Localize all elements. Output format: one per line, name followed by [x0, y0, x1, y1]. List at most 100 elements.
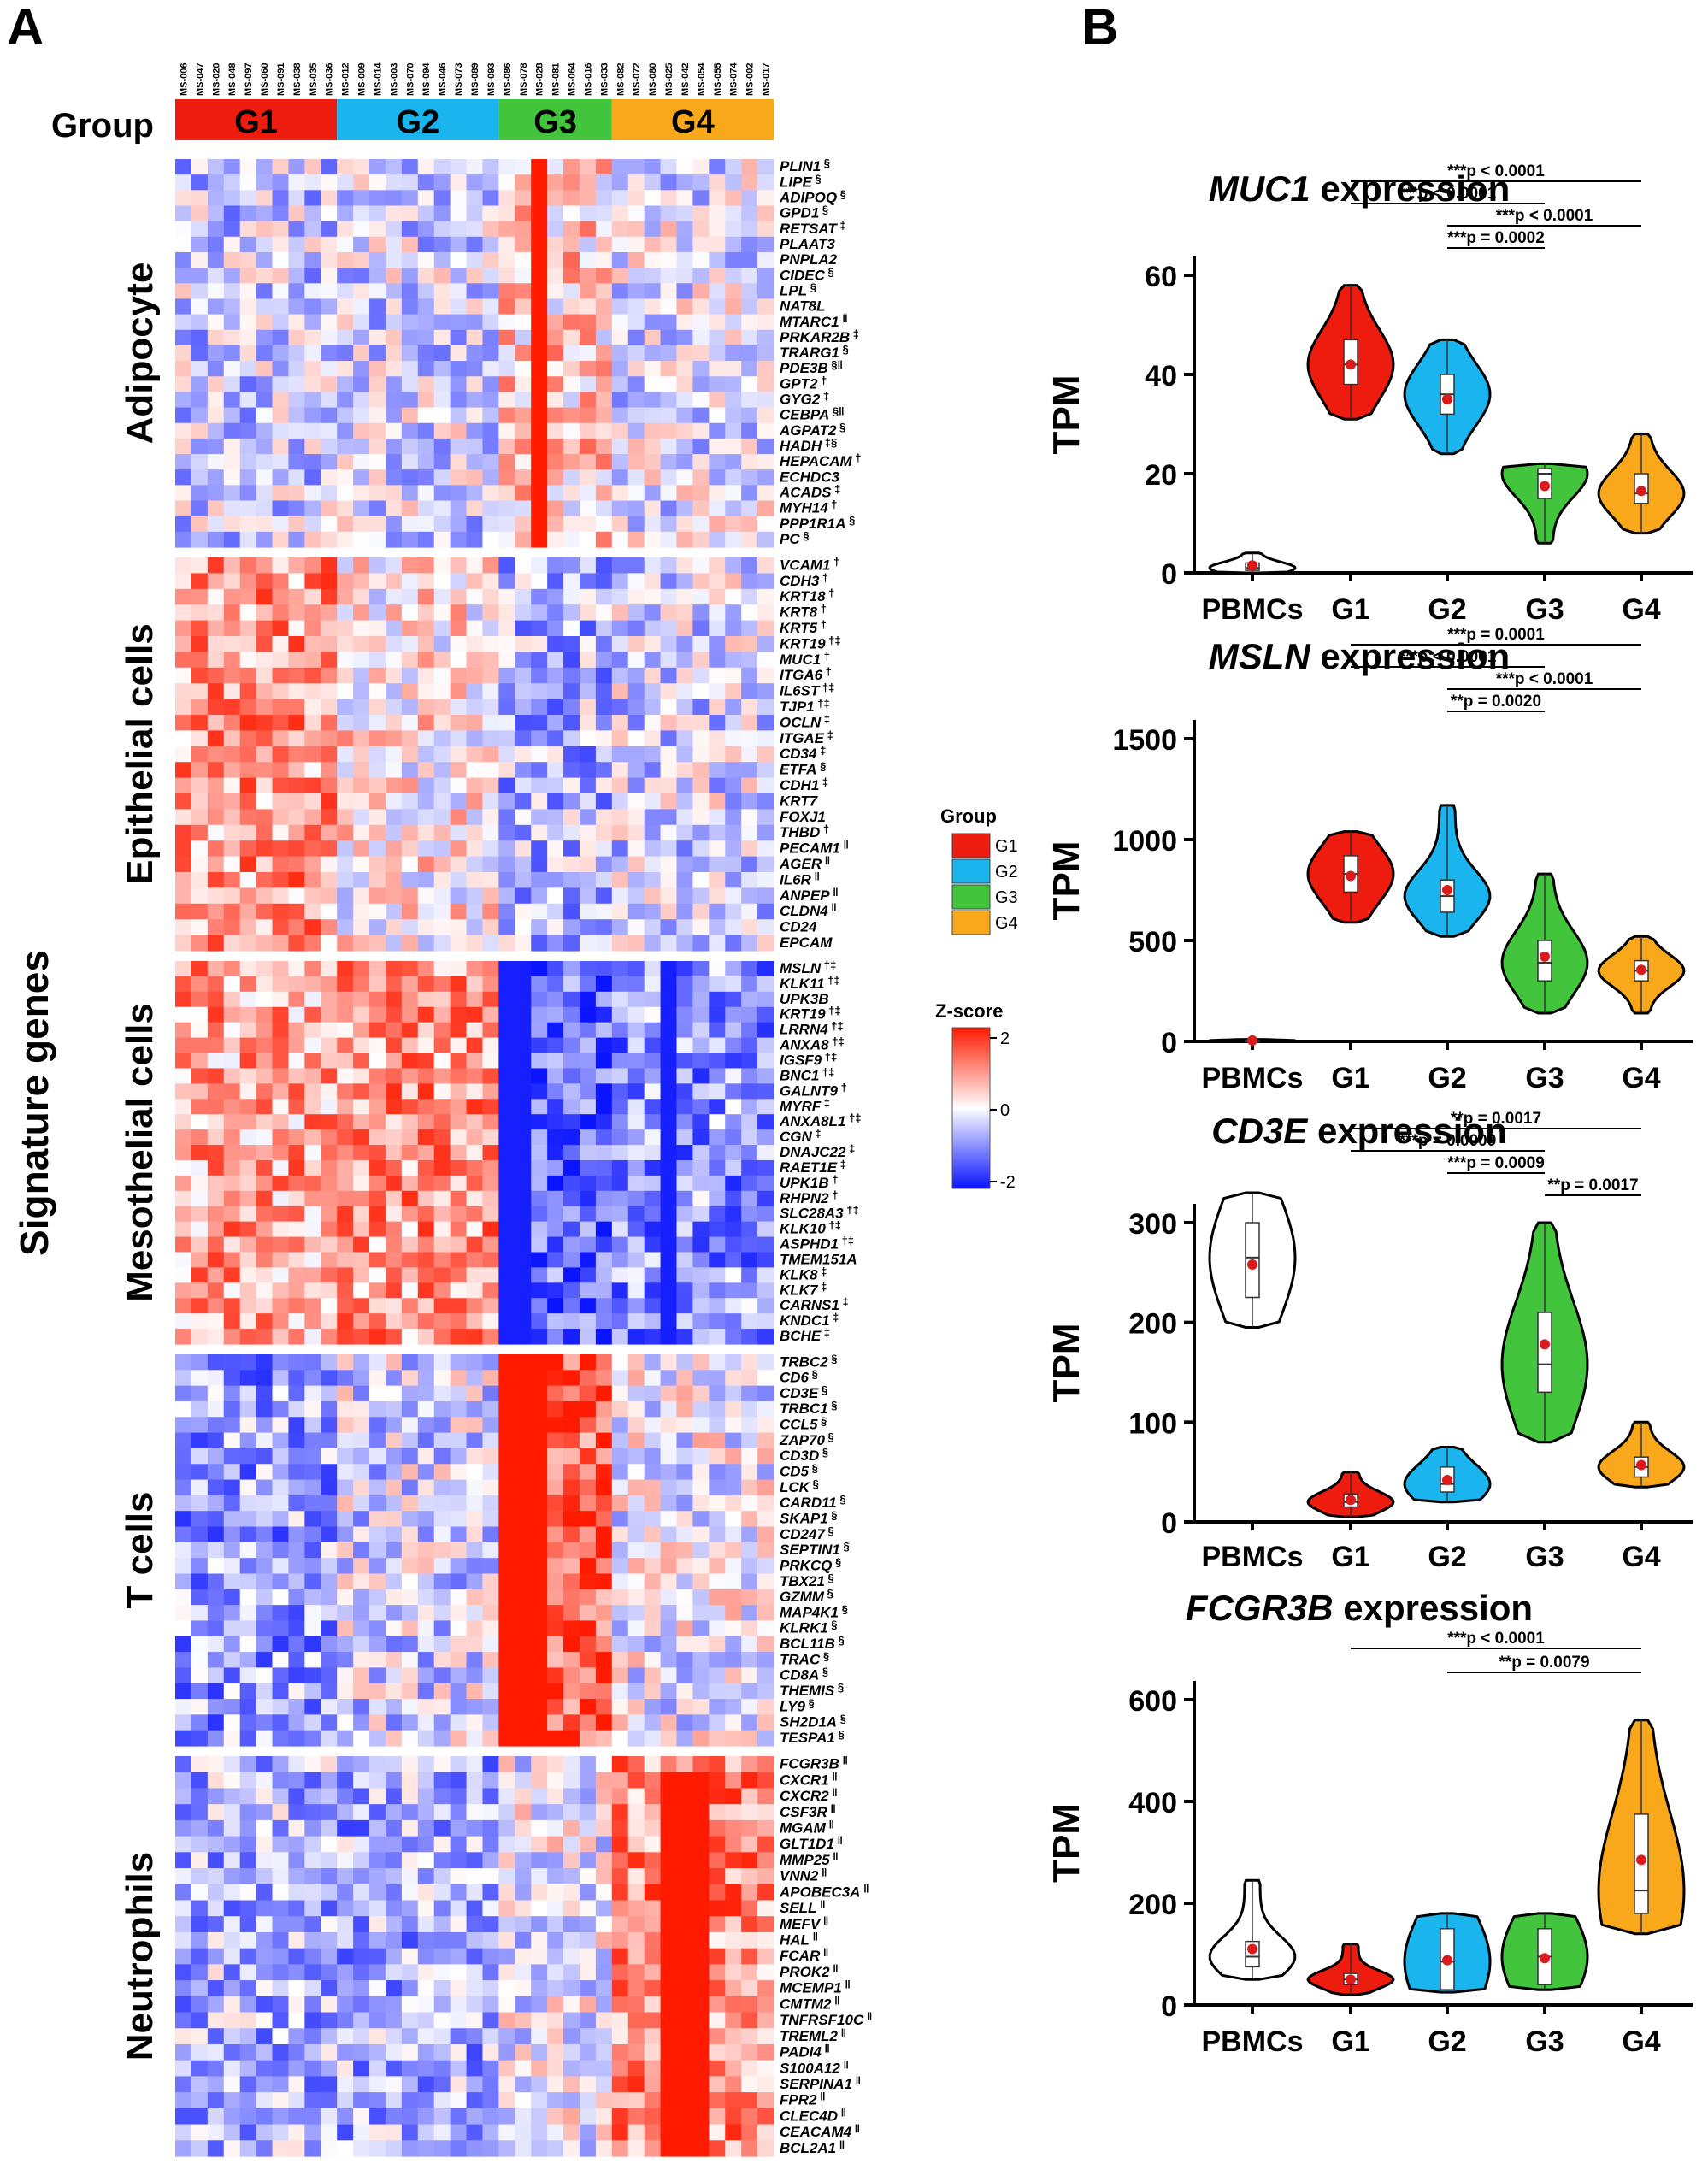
heatmap-cell: [175, 636, 192, 652]
gene-mark: ‖: [818, 1866, 827, 1879]
heatmap-cell: [272, 407, 290, 424]
heatmap-cell: [401, 1190, 419, 1207]
heatmap-cell: [256, 2076, 274, 2093]
heatmap-cell: [223, 652, 241, 669]
heatmap-cell: [482, 1819, 499, 1837]
heatmap-cell: [321, 345, 338, 362]
heatmap-cell: [191, 438, 209, 455]
y-tick-label: 40: [1145, 360, 1177, 392]
heatmap-cell: [466, 159, 484, 175]
heatmap-cell: [611, 620, 629, 637]
heatmap-cell: [660, 1190, 678, 1207]
heatmap-cell: [757, 1006, 774, 1023]
heatmap-cell: [353, 856, 370, 873]
heatmap-cell: [725, 268, 742, 284]
heatmap-cell: [611, 1884, 629, 1902]
heatmap-cell: [757, 1206, 774, 1223]
heatmap-cell: [353, 620, 370, 637]
heatmap-cell: [579, 1605, 597, 1622]
heatmap-cell: [725, 1252, 742, 1268]
heatmap-cell: [692, 1417, 710, 1434]
heatmap-cell: [498, 1836, 515, 1853]
heatmap-cell: [466, 2060, 484, 2077]
heatmap-cell: [321, 1354, 338, 1371]
heatmap-cell: [660, 422, 678, 439]
heatmap-cell: [272, 1573, 290, 1590]
heatmap-cell: [757, 1129, 774, 1146]
heatmap-cell: [207, 283, 225, 300]
heatmap-cell: [515, 620, 532, 637]
heatmap-cell: [611, 1114, 629, 1130]
heatmap-cell: [725, 699, 742, 716]
heatmap-cell: [579, 1948, 597, 1965]
heatmap-cell: [482, 1772, 499, 1790]
heatmap-cell: [531, 1329, 548, 1345]
heatmap-cell: [337, 872, 354, 888]
heatmap-cell: [709, 1772, 726, 1790]
heatmap-cell: [515, 298, 532, 315]
heatmap-cell: [676, 1620, 694, 1637]
heatmap-cell: [369, 361, 386, 377]
heatmap-cell: [627, 1354, 645, 1371]
heatmap-cell: [223, 1022, 241, 1039]
heatmap-cell: [417, 1980, 435, 1997]
heatmap-cell: [741, 1573, 758, 1590]
heatmap-cell: [272, 1175, 290, 1192]
heatmap-cell: [353, 1836, 370, 1853]
heatmap-cell: [466, 1511, 484, 1528]
heatmap-cell: [627, 2124, 645, 2141]
heatmap-cell: [725, 1558, 742, 1575]
heatmap-cell: [450, 516, 468, 533]
heatmap-cell: [547, 2124, 564, 2141]
heatmap-cell: [256, 1282, 274, 1299]
heatmap-cell: [709, 314, 726, 331]
heatmap-cell: [725, 1354, 742, 1371]
heatmap-cell: [531, 1636, 548, 1653]
heatmap-cell: [433, 205, 451, 222]
heatmap-cell: [741, 438, 758, 455]
heatmap-cell: [433, 314, 451, 331]
heatmap-cell: [482, 1432, 499, 1449]
heatmap-cell: [239, 392, 257, 409]
heatmap-cell: [353, 1699, 370, 1715]
heatmap-cell: [401, 730, 419, 747]
heatmap-cell: [595, 604, 613, 622]
heatmap-cell: [433, 919, 451, 936]
heatmap-cell: [401, 1730, 419, 1747]
heatmap-cell: [644, 935, 662, 952]
heatmap-cell: [433, 620, 451, 637]
heatmap-cell: [741, 2092, 758, 2109]
heatmap-cell: [498, 1667, 515, 1684]
heatmap-cell: [482, 919, 499, 936]
heatmap-cell: [353, 2012, 370, 2029]
heatmap-cell: [498, 1385, 515, 1402]
heatmap-cell: [337, 1573, 354, 1590]
heatmap-cell: [433, 1221, 451, 1238]
heatmap-cell: [644, 251, 662, 268]
gene-label: CARNS1 ‡: [780, 1295, 849, 1313]
heatmap-cell: [547, 376, 564, 392]
gene-label: ANPEP ‖: [779, 886, 839, 904]
heatmap-cell: [466, 1852, 484, 1869]
heatmap-cell: [660, 485, 678, 502]
heatmap-cell: [304, 454, 321, 470]
heatmap-cell: [304, 1756, 321, 1773]
heatmap-cell: [272, 2108, 290, 2126]
heatmap-cell: [272, 2140, 290, 2157]
heatmap-cell: [223, 407, 241, 424]
heatmap-cell: [676, 1221, 694, 1238]
heatmap-cell: [676, 159, 694, 175]
heatmap-cell: [595, 1068, 613, 1084]
heatmap-cell: [353, 1931, 370, 1949]
heatmap-cell: [450, 314, 468, 331]
heatmap-cell: [385, 683, 403, 700]
heatmap-cell: [417, 919, 435, 936]
heatmap-cell: [337, 588, 354, 605]
heatmap-cell: [725, 2060, 742, 2077]
heatmap-cell: [417, 1267, 435, 1283]
heatmap-cell: [579, 1129, 597, 1146]
sample-label: MS-006: [179, 62, 189, 96]
heatmap-cell: [563, 376, 580, 392]
heatmap-cell: [272, 1298, 290, 1314]
heatmap-cell: [498, 604, 515, 622]
